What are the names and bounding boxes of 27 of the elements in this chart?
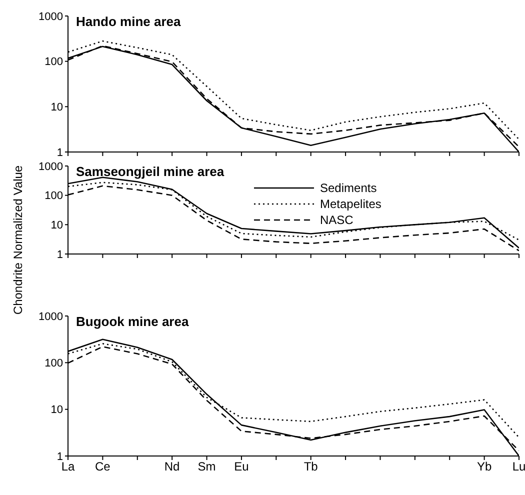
y-tick-label: 10 xyxy=(50,102,63,114)
chart-title: Hando mine area xyxy=(76,14,181,29)
y-tick-label: 100 xyxy=(44,56,63,68)
x-tick-label: Tb xyxy=(304,460,318,474)
y-tick-label: 10 xyxy=(50,404,63,416)
chart-title: Bugook mine area xyxy=(76,314,189,329)
chart-title: Samseongjeil mine area xyxy=(76,164,224,179)
y-tick-label: 1 xyxy=(56,146,63,159)
legend-label: NASC xyxy=(320,213,354,227)
y-tick-label: 1000 xyxy=(38,10,63,23)
y-tick-label: 100 xyxy=(44,190,63,202)
legend-label: Metapelites xyxy=(320,197,382,211)
y-tick-label: 1 xyxy=(56,248,63,261)
y-tick-label: 1000 xyxy=(38,160,63,173)
y-tick-label: 1000 xyxy=(38,310,63,323)
x-tick-label: Yb xyxy=(476,460,492,474)
x-tick-label: La xyxy=(61,460,75,474)
x-tick-label: Eu xyxy=(234,460,249,474)
y-tick-label: 10 xyxy=(50,220,63,232)
x-tick-label: Sm xyxy=(198,460,216,474)
x-tick-label: Lu xyxy=(512,460,525,474)
y-tick-label: 100 xyxy=(44,358,63,370)
y-axis-title: Chondrite Normalized Value xyxy=(11,164,25,317)
x-tick-label: Ce xyxy=(95,460,111,474)
legend-label: Sediments xyxy=(320,181,377,195)
y-tick-label: 1 xyxy=(56,450,63,463)
x-tick-label: Nd xyxy=(164,460,180,474)
